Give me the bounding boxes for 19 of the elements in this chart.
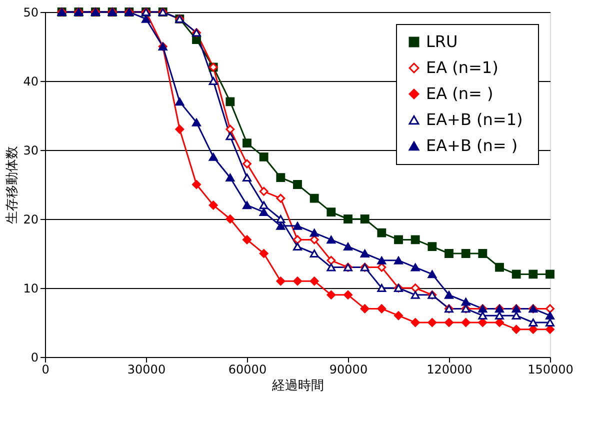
x-tick-label: 90000 [329, 362, 368, 376]
y-axis-title: 生存移動体数 [5, 146, 20, 224]
legend-label: EA (n=1) [426, 58, 498, 77]
y-tick-label: 0 [30, 350, 38, 364]
x-tick-label: 120000 [426, 362, 472, 376]
x-tick-label: 150000 [528, 362, 574, 376]
y-tick-label: 10 [23, 282, 38, 296]
x-tick-label: 60000 [228, 362, 267, 376]
x-tick-label: 0 [42, 362, 50, 376]
x-axis-title: 経過時間 [271, 378, 324, 394]
y-tick-label: 20 [23, 212, 38, 226]
y-tick-label: 30 [23, 144, 38, 158]
x-tick-label: 30000 [127, 362, 166, 376]
legend-label: LRU [426, 32, 458, 51]
y-tick-label: 50 [23, 6, 38, 20]
legend-label: EA+B (n=1) [426, 110, 523, 129]
y-tick-label: 40 [23, 74, 38, 88]
legend-label: EA (n= ) [426, 84, 494, 103]
legend-label: EA+B (n= ) [426, 136, 518, 155]
